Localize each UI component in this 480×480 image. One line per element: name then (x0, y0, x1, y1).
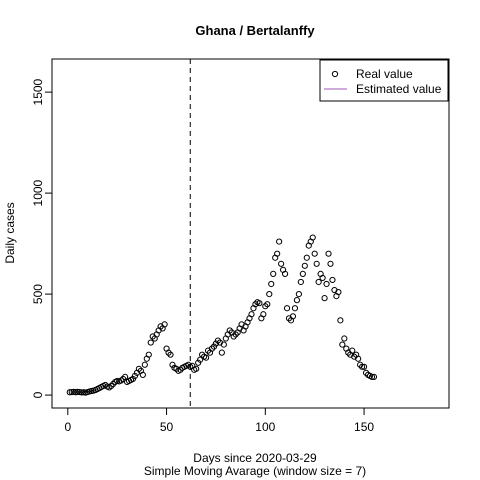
y-axis-label: Daily cases (3, 202, 17, 263)
y-tick-label: 500 (31, 284, 45, 304)
data-point (327, 260, 334, 267)
data-point (193, 365, 200, 372)
data-point (232, 331, 239, 338)
data-point (362, 369, 370, 376)
data-point (121, 373, 129, 380)
data-point (278, 260, 285, 267)
data-point (135, 365, 143, 372)
data-point (339, 341, 346, 348)
y-axis: 0 500 1000 1500 (31, 78, 53, 398)
data-point (214, 337, 222, 344)
data-point (120, 375, 127, 383)
data-point (291, 305, 299, 312)
data-point (147, 339, 154, 346)
y-tick-label: 1500 (31, 78, 45, 105)
legend-label-estimated: Estimated value (356, 82, 442, 96)
data-point (283, 305, 291, 312)
data-point (323, 280, 330, 288)
data-point (281, 270, 289, 277)
data-point (226, 327, 233, 334)
data-point (202, 354, 210, 361)
x-tick-label: 50 (160, 420, 174, 434)
data-point (297, 278, 304, 286)
data-point (264, 301, 271, 308)
x-tick-label: 150 (354, 420, 374, 434)
legend-box (319, 59, 449, 102)
x-axis-label: Days since 2020-03-29 (193, 451, 317, 465)
data-point (266, 290, 273, 298)
data-point (360, 363, 368, 370)
data-point (335, 288, 342, 296)
data-point (349, 347, 356, 354)
data-point (315, 278, 322, 286)
data-point (141, 361, 148, 368)
legend: Real value Estimated value (319, 59, 449, 102)
data-point (173, 365, 180, 372)
data-point (197, 356, 204, 363)
data-point (270, 270, 277, 277)
data-point (252, 301, 259, 308)
data-point (309, 234, 316, 241)
data-point (199, 351, 206, 358)
data-point (167, 351, 174, 358)
data-point (268, 280, 275, 288)
plot-frame (51, 58, 450, 409)
data-point (256, 300, 263, 307)
data-point (78, 389, 85, 396)
data-point (248, 311, 255, 318)
data-point (337, 317, 344, 324)
data-point (68, 388, 75, 396)
x-axis: 0 50 100 150 (64, 407, 374, 434)
data-point (260, 311, 267, 318)
chart-title: Ghana / Bertalanffy (195, 23, 315, 38)
data-point (301, 262, 308, 269)
data-point (218, 349, 225, 356)
x-tick-label: 0 (64, 420, 71, 434)
data-point (299, 270, 306, 277)
data-point (262, 303, 269, 310)
data-point (74, 388, 81, 395)
y-tick-label: 0 (31, 391, 45, 398)
data-point (325, 250, 332, 257)
data-point (108, 382, 115, 390)
y-tick-label: 1000 (31, 179, 45, 206)
legend-label-real: Real value (356, 67, 413, 81)
data-point (276, 238, 283, 245)
data-point (313, 260, 320, 267)
data-point (177, 366, 184, 373)
data-point (145, 351, 152, 358)
data-point (274, 250, 281, 257)
data-point (355, 355, 362, 362)
data-point (139, 371, 146, 378)
data-point (293, 297, 301, 304)
data-point (303, 254, 310, 261)
legend-marker-real (331, 70, 339, 78)
data-point (110, 380, 117, 388)
data-point (368, 373, 376, 380)
data-point (165, 349, 172, 356)
data-point (329, 276, 336, 284)
data-point (230, 333, 237, 340)
data-point (185, 361, 192, 368)
x-tick-label: 100 (255, 420, 275, 434)
data-points (66, 234, 378, 396)
data-point (161, 321, 168, 328)
data-point (66, 389, 73, 396)
data-point (208, 345, 216, 352)
data-point (321, 295, 328, 302)
data-point (319, 274, 326, 282)
data-point (289, 313, 297, 320)
x-axis-sublabel: Simple Moving Avarage (window size = 7) (144, 464, 366, 478)
data-point (311, 250, 318, 257)
data-point (341, 335, 348, 342)
data-point (220, 341, 227, 348)
data-point (358, 363, 366, 370)
data-point (370, 373, 378, 380)
data-point (295, 290, 302, 298)
